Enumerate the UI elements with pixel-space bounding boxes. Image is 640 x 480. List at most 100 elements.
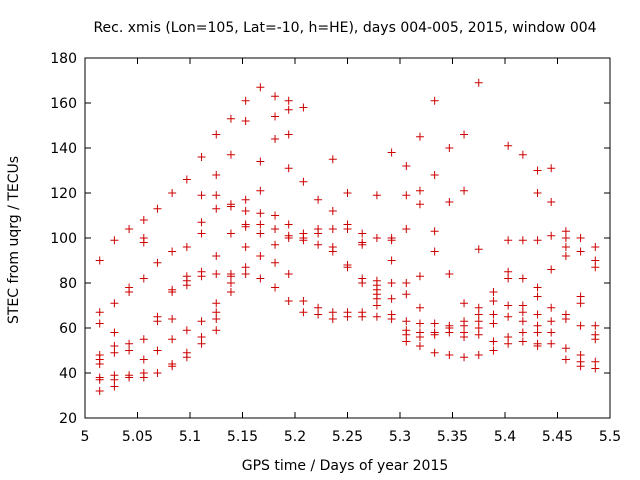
data-point (504, 333, 513, 341)
data-point (212, 270, 221, 278)
data-point (533, 236, 542, 245)
data-point (591, 256, 600, 265)
data-point (445, 351, 454, 359)
data-point (504, 274, 513, 283)
data-point (504, 339, 513, 348)
data-point (561, 344, 570, 353)
data-point (547, 303, 556, 312)
y-tick-label: 120 (50, 186, 77, 202)
data-point (153, 346, 162, 355)
data-point (504, 267, 513, 276)
data-point (430, 348, 439, 357)
data-point (226, 288, 235, 296)
data-point (533, 189, 542, 197)
data-point (460, 130, 469, 139)
data-point (518, 337, 527, 346)
data-point (125, 339, 134, 348)
data-point (168, 335, 177, 344)
data-point (547, 164, 556, 173)
data-point (153, 204, 162, 213)
x-tick-labels: 5 5.05 5.1 5.15 5.2 5.25 5.3 5.35 5.4 5.45 5.5 (81, 429, 622, 445)
data-point (256, 83, 265, 92)
data-point (139, 335, 148, 344)
data-point (474, 303, 483, 312)
data-point (212, 308, 221, 317)
data-point (343, 263, 352, 272)
x-tick-label: 5.15 (227, 429, 258, 445)
data-point (271, 211, 280, 220)
data-point (460, 353, 469, 362)
data-point (474, 317, 483, 326)
data-point (460, 299, 469, 308)
data-point (489, 297, 498, 305)
x-tick-label: 5.4 (494, 429, 516, 445)
data-point (402, 191, 411, 200)
data-point (402, 225, 411, 233)
data-point (343, 312, 352, 321)
data-point (591, 243, 600, 251)
data-point (460, 333, 469, 341)
data-point (110, 342, 119, 350)
data-point (402, 162, 411, 170)
data-point (547, 265, 556, 274)
data-point (504, 236, 513, 245)
data-point (153, 258, 162, 267)
y-tick-label: 60 (59, 321, 77, 337)
data-point (576, 351, 585, 359)
data-point (284, 234, 293, 242)
data-point (256, 229, 265, 238)
x-tick-label: 5 (81, 429, 90, 445)
data-point (241, 117, 250, 125)
data-point (561, 234, 570, 242)
y-tick-label: 100 (50, 231, 77, 247)
data-point (168, 189, 177, 197)
data-point (415, 132, 424, 141)
y-tick-label: 20 (59, 411, 77, 427)
data-point (576, 362, 585, 371)
data-point (168, 315, 177, 323)
data-point (328, 225, 337, 233)
data-point (139, 216, 148, 224)
data-point (110, 382, 119, 391)
data-point (402, 279, 411, 287)
data-point (415, 186, 424, 195)
data-point (110, 375, 119, 384)
data-point (139, 373, 148, 382)
data-point (561, 315, 570, 323)
data-point (182, 175, 191, 184)
data-point (358, 240, 367, 249)
data-point (271, 283, 280, 292)
data-point (241, 243, 250, 251)
x-tick-label: 5.2 (284, 429, 306, 445)
data-point (314, 303, 323, 312)
data-point (518, 150, 527, 159)
data-point (328, 207, 337, 215)
data-point (110, 236, 119, 245)
data-point (95, 360, 104, 368)
data-point (518, 328, 527, 337)
data-point (474, 78, 483, 87)
data-points (95, 78, 600, 395)
data-point (576, 292, 585, 301)
data-point (125, 373, 134, 382)
data-point (226, 114, 235, 123)
data-point (504, 141, 513, 150)
data-point (197, 153, 206, 161)
data-point (226, 202, 235, 211)
data-point (547, 231, 556, 240)
data-point (212, 252, 221, 260)
data-point (415, 303, 424, 312)
y-axis-label: STEC from uqrg / TECUs (6, 156, 22, 324)
data-point (256, 186, 265, 195)
data-point (299, 297, 308, 305)
data-point (197, 339, 206, 348)
data-point (372, 294, 381, 303)
data-point (415, 200, 424, 209)
data-point (460, 321, 469, 330)
data-point (271, 112, 280, 121)
y-tick-label: 140 (50, 141, 77, 157)
data-point (284, 220, 293, 229)
data-point (328, 308, 337, 317)
x-tick-label: 5.35 (437, 429, 468, 445)
